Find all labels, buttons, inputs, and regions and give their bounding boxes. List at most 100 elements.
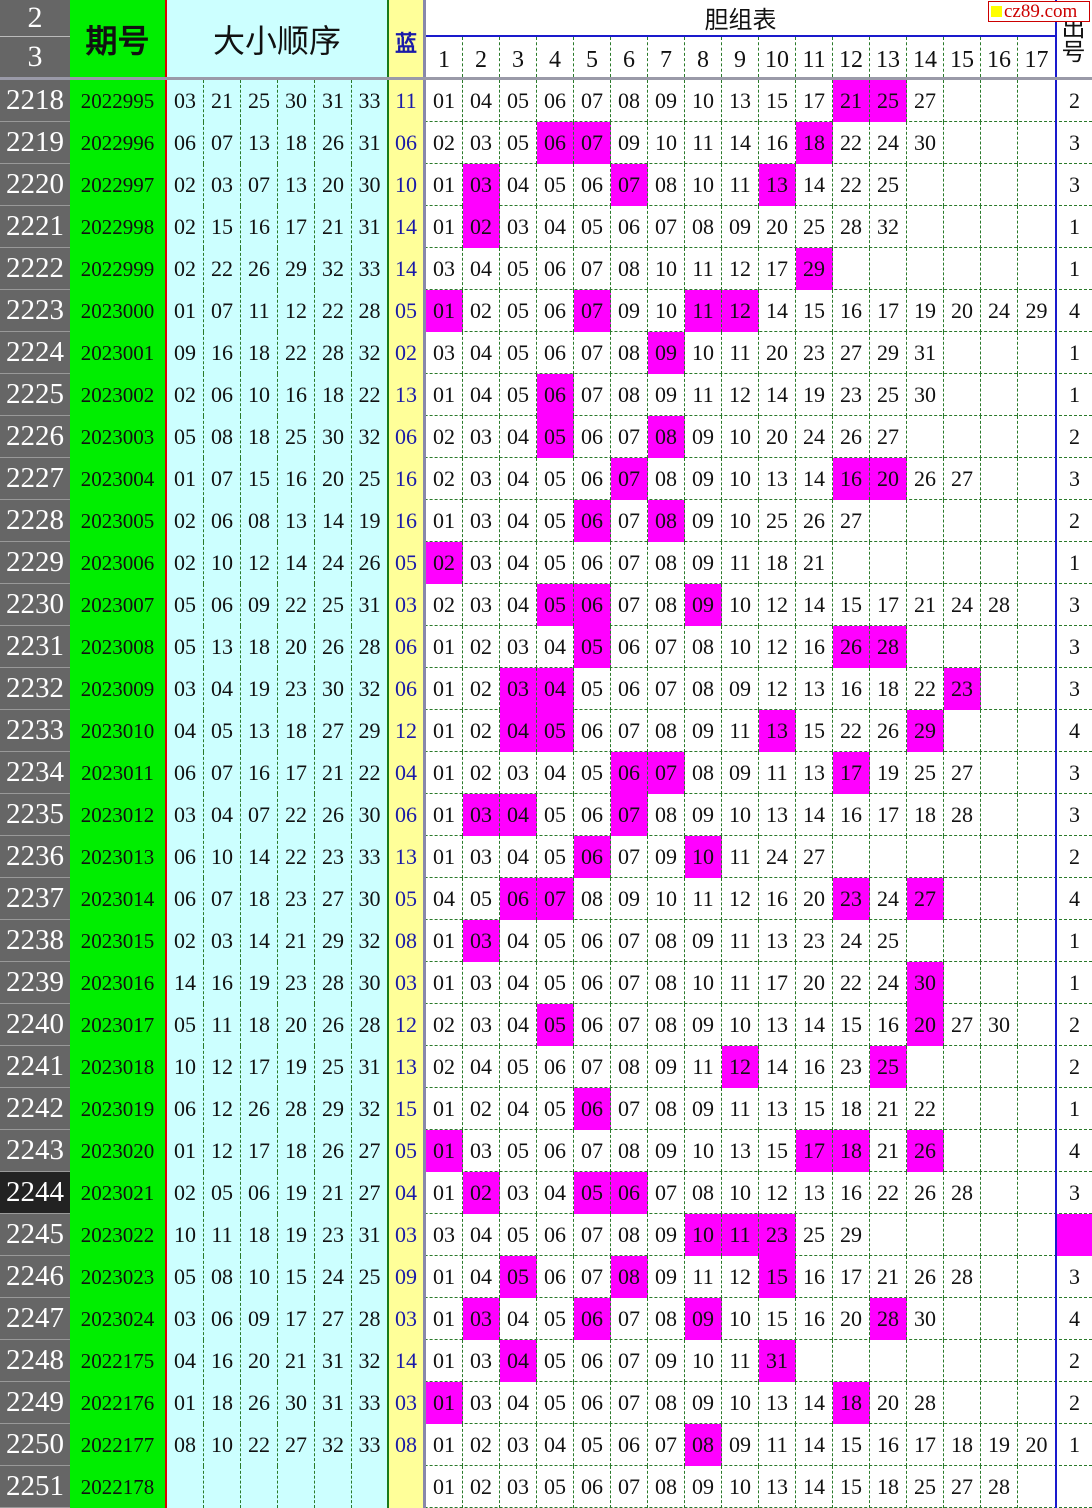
draw-number: 22 [278, 794, 315, 836]
draw-number: 17 [278, 206, 315, 248]
out-count: 3 [1055, 626, 1092, 668]
draw-number: 05 [167, 1256, 204, 1298]
draw-number: 11 [241, 290, 278, 332]
draw-number: 33 [352, 80, 389, 122]
dan-cell [1018, 122, 1055, 164]
dan-cell: 07 [574, 1256, 611, 1298]
dan-cell: 03 [463, 1004, 500, 1046]
dan-cell: 04 [500, 500, 537, 542]
dan-cell: 04 [500, 1004, 537, 1046]
dan-cell [907, 836, 944, 878]
draw-number: 30 [315, 416, 352, 458]
draw-number: 27 [352, 1130, 389, 1172]
dan-cell: 13 [759, 1382, 796, 1424]
dan-cell: 03 [500, 752, 537, 794]
dan-cell: 06 [574, 416, 611, 458]
dan-cell: 01 [426, 1256, 463, 1298]
dan-col-header: 12 [833, 37, 870, 77]
blue-ball: 10 [389, 164, 426, 206]
dan-cell: 02 [463, 1088, 500, 1130]
dan-cell: 06 [537, 1046, 574, 1088]
dan-cell: 04 [537, 1424, 574, 1466]
draw-number: 18 [278, 710, 315, 752]
dan-cell: 18 [796, 122, 833, 164]
dan-cell: 23 [796, 332, 833, 374]
dan-cell: 08 [648, 794, 685, 836]
dan-cell: 28 [944, 794, 981, 836]
issue-number: 2023005 [70, 500, 167, 542]
dan-cell: 13 [759, 920, 796, 962]
dan-cell: 01 [426, 290, 463, 332]
draw-number: 27 [278, 1424, 315, 1466]
dan-cell: 25 [870, 374, 907, 416]
row-number: 2240 [0, 1004, 70, 1046]
blue-ball: 06 [389, 626, 426, 668]
out-count: 1 [1055, 206, 1092, 248]
draw-number: 28 [352, 626, 389, 668]
draw-number: 10 [167, 1214, 204, 1256]
header-rownum-top: 2 [0, 0, 70, 37]
draw-number: 31 [352, 122, 389, 164]
out-count: 2 [1055, 1382, 1092, 1424]
out-count: 2 [1055, 1046, 1092, 1088]
dan-cell: 21 [870, 1130, 907, 1172]
dan-cell: 13 [759, 1088, 796, 1130]
row-number: 2234 [0, 752, 70, 794]
dan-cell [981, 878, 1018, 920]
dan-cell: 10 [648, 122, 685, 164]
dan-cell: 06 [537, 290, 574, 332]
dan-cell: 27 [944, 1466, 981, 1508]
table-row: 2230 2023007 05 06 09 22 25 31 03 02 03 04 05 06 07 08 0… [0, 584, 1092, 626]
dan-cell: 26 [870, 710, 907, 752]
dan-cell: 03 [463, 416, 500, 458]
dan-cell: 32 [870, 206, 907, 248]
dan-cell: 02 [426, 122, 463, 164]
dan-cell [907, 206, 944, 248]
dan-cell: 28 [944, 1256, 981, 1298]
dan-cell: 06 [611, 752, 648, 794]
draw-number: 02 [167, 164, 204, 206]
issue-number: 2023017 [70, 1004, 167, 1046]
dan-cell [1018, 248, 1055, 290]
dan-cell: 11 [685, 878, 722, 920]
dan-cell: 04 [500, 710, 537, 752]
dan-cell: 10 [722, 1382, 759, 1424]
dan-cell: 11 [722, 836, 759, 878]
dan-cell: 10 [648, 248, 685, 290]
dan-cell: 05 [500, 1046, 537, 1088]
dan-cell: 24 [870, 878, 907, 920]
dan-cell: 31 [907, 332, 944, 374]
dan-cell: 08 [648, 920, 685, 962]
draw-number: 06 [204, 500, 241, 542]
draw-number: 09 [167, 332, 204, 374]
dan-cell: 16 [833, 458, 870, 500]
dan-cell: 03 [463, 1130, 500, 1172]
row-number: 2230 [0, 584, 70, 626]
dan-cell: 16 [759, 878, 796, 920]
dan-cell: 13 [759, 458, 796, 500]
dan-cell: 16 [796, 626, 833, 668]
draw-number: 19 [352, 500, 389, 542]
draw-number [241, 1466, 278, 1508]
dan-cell: 01 [426, 1340, 463, 1382]
dan-cell: 05 [537, 1382, 574, 1424]
draw-number: 18 [241, 1004, 278, 1046]
dan-col-header: 13 [870, 37, 907, 77]
dan-cell: 03 [463, 542, 500, 584]
dan-cell: 03 [426, 248, 463, 290]
draw-number: 30 [278, 1382, 315, 1424]
dan-cell: 18 [833, 1382, 870, 1424]
dan-cell [1018, 1382, 1055, 1424]
draw-number: 20 [278, 626, 315, 668]
row-number: 2219 [0, 122, 70, 164]
dan-cell: 04 [463, 80, 500, 122]
draw-number: 33 [352, 248, 389, 290]
table-row: 2244 2023021 02 05 06 19 21 27 04 01 02 03 04 05 06 07 0… [0, 1172, 1092, 1214]
dan-cell: 06 [537, 1256, 574, 1298]
draw-number: 05 [204, 1172, 241, 1214]
dan-cell: 11 [759, 752, 796, 794]
dan-cell: 06 [500, 878, 537, 920]
dan-cell: 06 [537, 374, 574, 416]
dan-cell [1018, 1340, 1055, 1382]
dan-cell: 07 [611, 416, 648, 458]
